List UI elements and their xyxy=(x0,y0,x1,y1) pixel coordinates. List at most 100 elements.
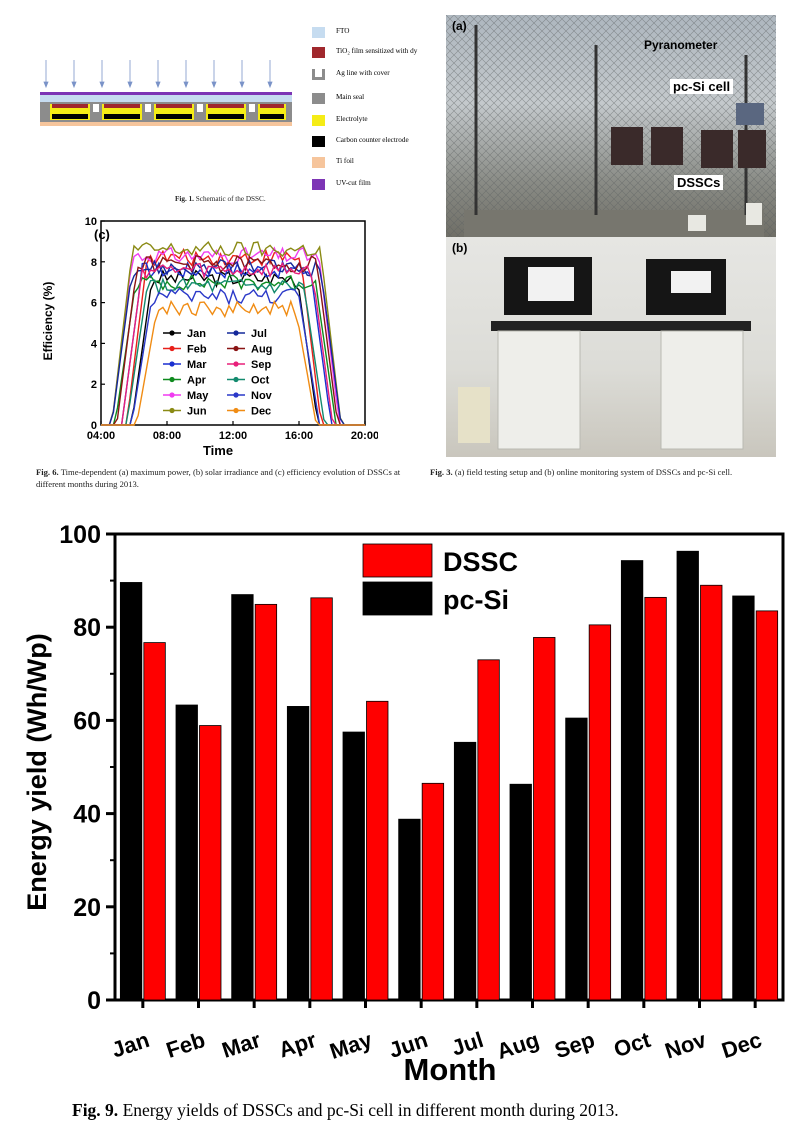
efficiency-y-tick-label: 6 xyxy=(91,298,97,310)
bar-pc-si-dec xyxy=(732,595,755,1001)
legend-swatch xyxy=(362,543,433,578)
efficiency-legend-label: Mar xyxy=(187,359,207,371)
field-setup-photo: (a) Pyranometer pc-Si cell DSSCs xyxy=(446,15,776,237)
bar-pc-si-jun xyxy=(398,818,421,1001)
energy-yield-legend: DSSC pc-Si xyxy=(362,543,518,616)
efficiency-legend-marker xyxy=(233,345,239,352)
bar-pc-si-sep xyxy=(565,717,588,1001)
efficiency-x-tick-label: 12:00 xyxy=(219,430,247,442)
efficiency-x-tick-label: 04:00 xyxy=(87,430,115,442)
efficiency-legend-label: Jul xyxy=(251,328,267,340)
fig6-caption-prefix: Fig. 6. xyxy=(36,467,59,477)
bar-dssc-jan xyxy=(143,642,166,1001)
efficiency-line-jun xyxy=(101,240,365,426)
legend-label: UV-cut film xyxy=(336,179,371,187)
sunlight-arrows xyxy=(43,60,273,89)
fig3-caption-text: (a) field testing setup and (b) online m… xyxy=(454,467,733,477)
bar-pc-si-aug xyxy=(509,783,532,1001)
fig1-legend: FTO TiO₂ film sensitized with dy Ag line… xyxy=(312,27,452,192)
efficiency-x-tick-label: 20:00 xyxy=(351,430,378,442)
efficiency-legend-marker xyxy=(233,376,239,383)
legend-swatch xyxy=(362,581,433,616)
legend-label: Ag line with cover xyxy=(336,69,390,77)
fig3-caption: Fig. 3. (a) field testing setup and (b) … xyxy=(430,466,790,478)
bar-pc-si-oct xyxy=(620,560,644,1001)
x-tick-label: Jan xyxy=(109,1027,153,1062)
y-tick-label: 40 xyxy=(73,801,101,829)
bar-pc-si-may xyxy=(342,731,365,1001)
bar-pc-si-jul xyxy=(453,741,477,1001)
monitoring-system-photo: (b) xyxy=(446,237,776,457)
dssc-schematic-drawing xyxy=(40,60,292,126)
fig9-caption: Fig. 9. Energy yields of DSSCs and pc-Si… xyxy=(72,1100,807,1121)
efficiency-legend-label: Dec xyxy=(251,406,271,418)
efficiency-y-tick-label: 4 xyxy=(91,338,98,350)
x-tick-label: May xyxy=(327,1027,376,1064)
y-tick-label: 20 xyxy=(73,894,101,922)
efficiency-legend-marker xyxy=(169,392,175,398)
bar-pc-si-feb xyxy=(175,704,198,1001)
efficiency-axes: 0 2 4 6 8 10 04:00 08:00 12:00 16:00 20:00 xyxy=(85,216,379,442)
legend-label: FTO xyxy=(336,27,350,35)
legend-label: Electrolyte xyxy=(336,115,368,123)
efficiency-legend-marker xyxy=(169,376,175,383)
energy-yield-xlabel: Month xyxy=(404,1052,497,1087)
legend-label: pc-Si xyxy=(443,585,509,615)
legend-label: DSSC xyxy=(443,547,518,577)
x-tick-label: Feb xyxy=(163,1027,208,1063)
efficiency-legend-label: Aug xyxy=(251,344,272,356)
efficiency-line-sep xyxy=(101,261,365,426)
legend-swatch xyxy=(312,136,325,147)
fig9-caption-text: Energy yields of DSSCs and pc-Si cell in… xyxy=(122,1100,619,1120)
efficiency-legend-label: Sep xyxy=(251,359,271,371)
x-tick-label: Oct xyxy=(611,1027,654,1062)
panel-a-label: (a) xyxy=(452,19,467,33)
fig9-caption-prefix: Fig. 9. xyxy=(72,1100,119,1120)
fig1-caption: Fig. 1. Schematic of the DSSC. xyxy=(175,193,266,205)
efficiency-legend-marker xyxy=(169,407,175,414)
efficiency-legend-label: Jan xyxy=(187,328,206,340)
efficiency-legend-label: Nov xyxy=(251,390,273,402)
efficiency-legend-marker xyxy=(233,330,239,336)
bar-dssc-jul xyxy=(477,659,500,1001)
efficiency-legend-label: Apr xyxy=(187,375,207,387)
monitoring-system-illustration xyxy=(458,257,751,450)
x-tick-label: Mar xyxy=(219,1027,264,1063)
y-tick-label: 100 xyxy=(59,521,101,549)
legend-swatch xyxy=(312,115,325,126)
bar-pc-si-apr xyxy=(286,706,310,1001)
bar-dssc-feb xyxy=(199,725,222,1001)
efficiency-y-tick-label: 8 xyxy=(91,257,97,269)
legend-label: Ti foil xyxy=(336,157,354,165)
bar-dssc-dec xyxy=(755,610,779,1001)
x-tick-label: Apr xyxy=(276,1027,320,1063)
y-tick-label: 80 xyxy=(73,614,101,642)
panel-b-label: (b) xyxy=(452,241,468,255)
efficiency-legend-label: Jun xyxy=(187,406,207,418)
legend-label: TiO₂ film sensitized with dy xyxy=(336,47,418,55)
bar-pc-si-nov xyxy=(676,550,699,1001)
fig1-caption-prefix: Fig. 1. xyxy=(175,195,194,203)
efficiency-y-tick-label: 10 xyxy=(85,216,97,228)
fig1-caption-text: Schematic of the DSSC. xyxy=(195,195,266,203)
efficiency-legend-marker xyxy=(169,345,175,352)
efficiency-legend-marker xyxy=(169,361,175,367)
legend-swatch xyxy=(312,179,325,190)
efficiency-y-tick-label: 0 xyxy=(91,420,97,432)
energy-yield-ylabel: Energy yield (Wh/Wp) xyxy=(22,633,52,911)
fig6-caption: Fig. 6. Time-dependent (a) maximum power… xyxy=(36,466,401,490)
bar-dssc-jun xyxy=(421,782,445,1001)
bar-pc-si-mar xyxy=(231,594,254,1001)
bar-dssc-may xyxy=(366,700,389,1001)
efficiency-x-tick-label: 16:00 xyxy=(285,430,313,442)
x-tick-label: Nov xyxy=(662,1027,710,1064)
efficiency-xlabel: Time xyxy=(203,443,233,458)
efficiency-ylabel: Efficiency (%) xyxy=(41,282,55,361)
bar-dssc-apr xyxy=(310,597,333,1001)
fig6-caption-text: Time-dependent (a) maximum power, (b) so… xyxy=(36,467,401,489)
efficiency-panel-label: (c) xyxy=(94,227,110,242)
legend-swatch xyxy=(312,47,325,58)
efficiency-x-tick-label: 08:00 xyxy=(153,430,181,442)
efficiency-legend-marker xyxy=(233,361,239,367)
bar-dssc-aug xyxy=(533,637,556,1001)
